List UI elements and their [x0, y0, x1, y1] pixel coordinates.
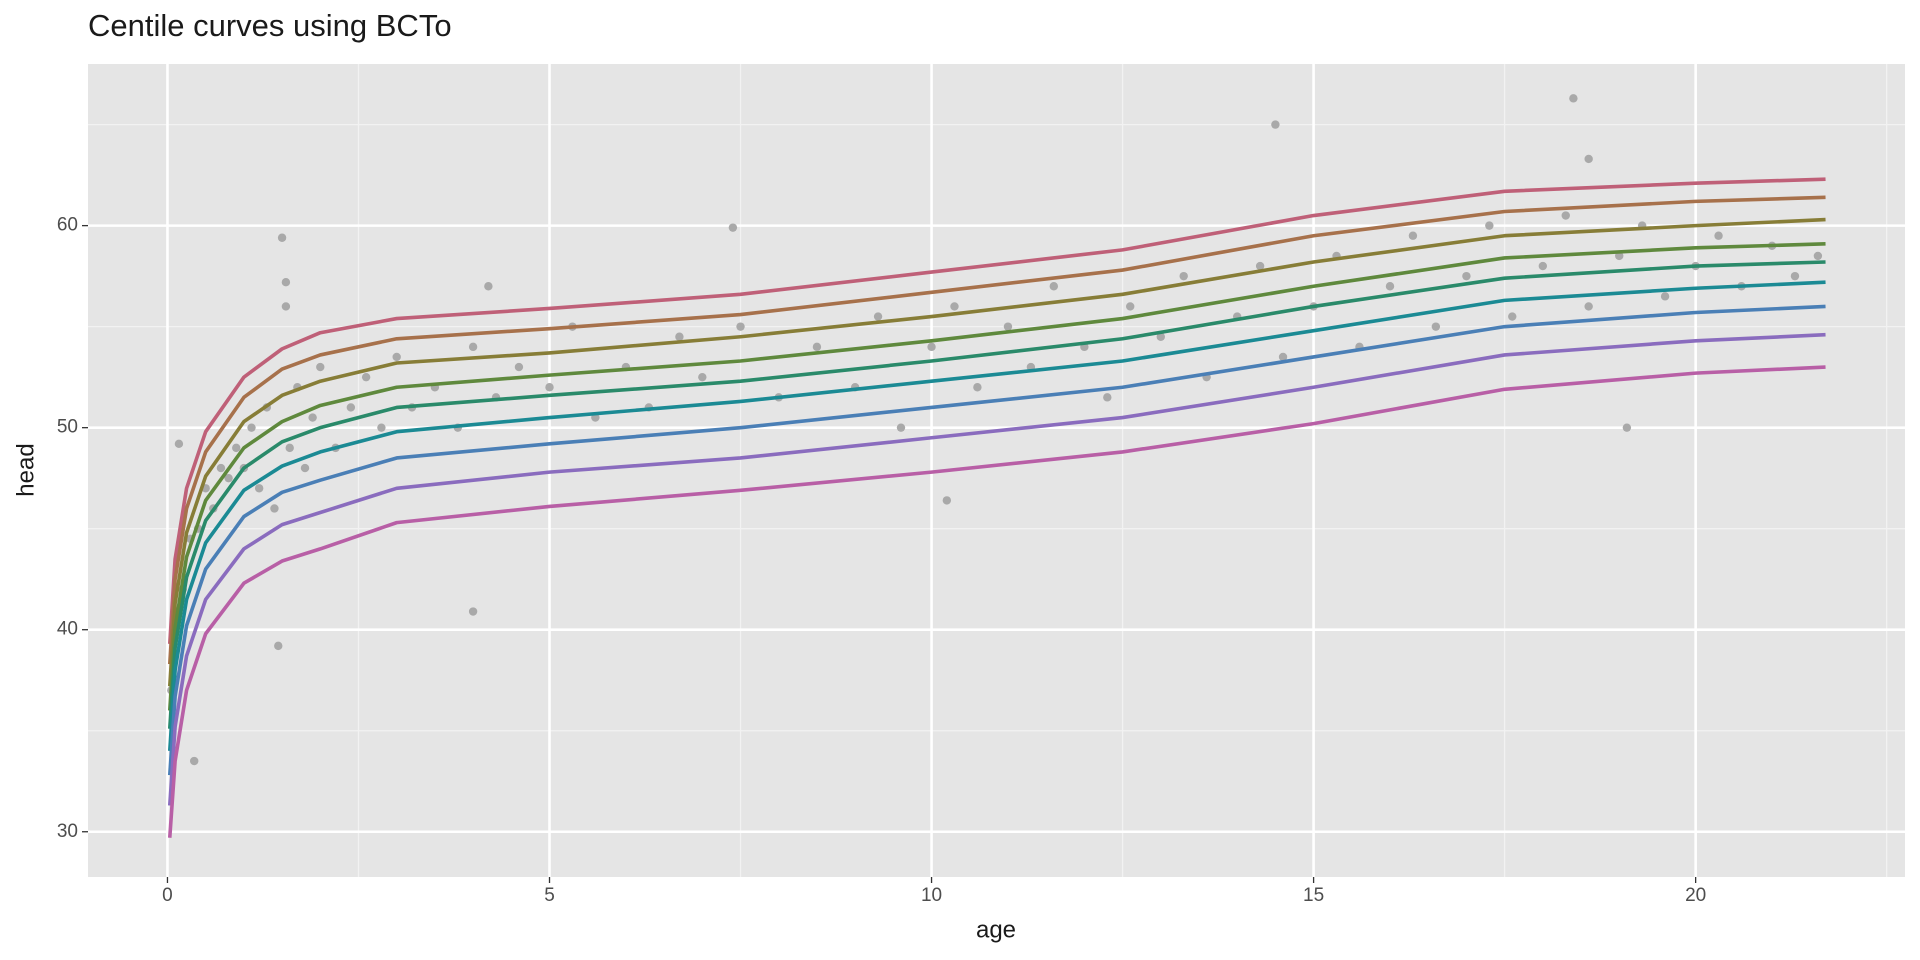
- x-tick-label: 0: [162, 885, 173, 906]
- x-tick-label: 20: [1685, 885, 1706, 906]
- centile-line: [167, 242, 1826, 711]
- point: [950, 302, 959, 311]
- point: [277, 233, 287, 242]
- point: [973, 383, 982, 392]
- point: [1714, 231, 1723, 240]
- point: [254, 484, 264, 493]
- point: [1561, 211, 1570, 220]
- point: [1408, 231, 1418, 240]
- point: [1156, 332, 1165, 341]
- point: [1126, 302, 1135, 311]
- point: [468, 607, 478, 616]
- point: [247, 423, 256, 432]
- point: [174, 439, 184, 449]
- point: [468, 342, 478, 352]
- x-tick-label: 5: [544, 885, 555, 906]
- centile-line: [167, 280, 1826, 752]
- point: [1584, 302, 1593, 311]
- point: [281, 302, 291, 311]
- y-tick-label: 50: [57, 417, 78, 438]
- centile-line: [167, 365, 1826, 838]
- point: [224, 473, 233, 483]
- point: [1538, 261, 1548, 271]
- plot-background: [88, 64, 1905, 877]
- point: [1278, 352, 1288, 362]
- point: [232, 443, 241, 453]
- point: [1615, 251, 1624, 261]
- point: [942, 496, 952, 505]
- point: [361, 372, 371, 382]
- point: [736, 322, 745, 331]
- centile-line: [167, 217, 1826, 687]
- point: [300, 463, 310, 473]
- point: [514, 362, 524, 372]
- point: [1179, 271, 1188, 281]
- point: [1790, 271, 1800, 281]
- point: [377, 423, 386, 432]
- point: [281, 278, 291, 287]
- point: [1813, 251, 1823, 261]
- centile-line: [167, 177, 1826, 644]
- point: [346, 403, 356, 412]
- point: [1584, 154, 1593, 164]
- point: [274, 641, 283, 651]
- point: [1049, 282, 1059, 291]
- point: [873, 312, 883, 321]
- point: [1622, 423, 1632, 432]
- centile-line: [167, 304, 1826, 776]
- point: [1255, 261, 1265, 271]
- y-axis-label: head: [12, 443, 39, 496]
- point: [698, 372, 707, 382]
- point: [308, 413, 317, 422]
- x-axis-label: age: [976, 916, 1016, 943]
- centile-line: [167, 332, 1826, 806]
- point: [927, 342, 936, 352]
- y-tick-label: 60: [57, 215, 78, 236]
- point: [190, 756, 199, 766]
- y-tick-label: 40: [57, 619, 78, 640]
- point: [728, 223, 738, 232]
- point: [812, 342, 822, 352]
- chart-title: Centile curves using BCTo: [88, 8, 452, 43]
- point: [896, 423, 906, 432]
- point: [545, 383, 554, 392]
- point: [1385, 282, 1395, 291]
- point: [216, 463, 226, 473]
- centile-line: [167, 195, 1826, 665]
- y-tick-label: 30: [57, 821, 78, 842]
- point: [484, 282, 493, 291]
- point: [1508, 312, 1517, 321]
- point: [1569, 94, 1578, 103]
- point: [285, 443, 294, 453]
- point: [1462, 271, 1471, 281]
- point: [675, 332, 684, 341]
- point: [392, 352, 401, 362]
- x-tick-label: 10: [921, 885, 942, 906]
- centile-line: [167, 260, 1826, 729]
- point: [1003, 322, 1013, 331]
- point: [1431, 322, 1441, 331]
- point: [1485, 221, 1494, 230]
- point: [270, 504, 279, 513]
- point: [1660, 292, 1670, 301]
- point: [1103, 393, 1112, 402]
- x-tick-label: 15: [1303, 885, 1324, 906]
- point: [1271, 120, 1280, 129]
- point: [316, 362, 325, 372]
